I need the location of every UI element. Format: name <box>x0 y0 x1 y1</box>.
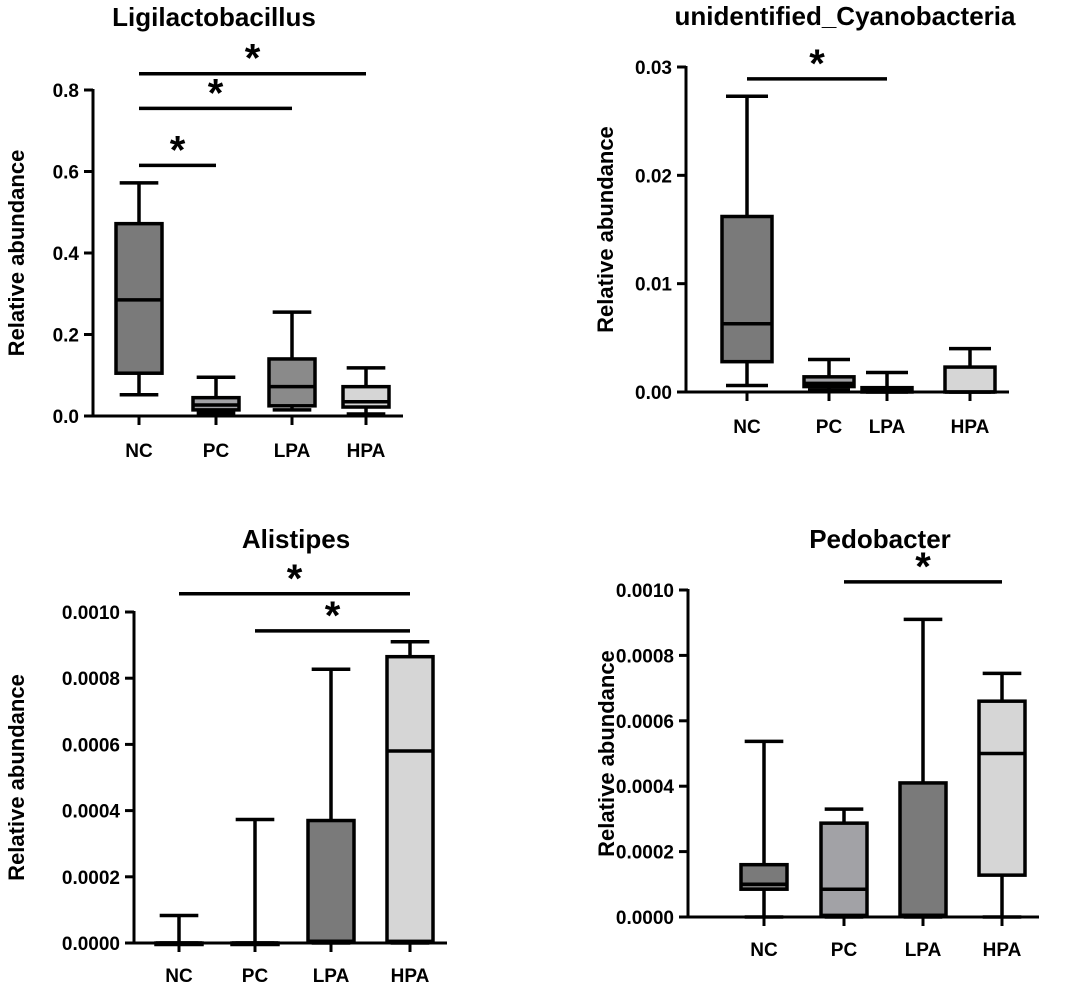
y-tick-label: 0.0 <box>53 407 79 428</box>
y-tick-label: 0.0008 <box>62 669 120 690</box>
y-tick-label: 0.0004 <box>62 802 121 823</box>
box-body <box>977 699 1027 877</box>
significance-star: * <box>287 557 303 601</box>
box-pc <box>230 817 280 947</box>
chart-title: Pedobacter <box>809 524 951 554</box>
x-tick-label: PC <box>203 441 230 462</box>
significance-star: * <box>809 42 825 86</box>
x-tick-label: NC <box>125 441 153 462</box>
y-tick-label: 0.0004 <box>616 777 675 798</box>
box-hpa <box>943 346 997 394</box>
panel-pedobacter: Pedobacter Relative abundance 0.0000 0.0002… <box>594 524 1039 961</box>
y-tick-label: 0.03 <box>635 58 672 79</box>
y-tick-label: 0.8 <box>53 81 79 102</box>
x-tick-label: NC <box>733 417 761 438</box>
y-tick-label: 0.0000 <box>616 908 674 929</box>
y-tick-label: 0.01 <box>635 275 672 296</box>
panel-alistipes: Alistipes Relative abundance 0.0000 0.0002 0… <box>4 524 447 987</box>
panel-unidentified-cyanobacteria: unidentified_Cyanobacteria Relative abund… <box>593 1 1016 438</box>
significance-star: * <box>915 545 931 589</box>
x-tick-label: NC <box>165 966 193 987</box>
y-tick-label: 0.2 <box>53 326 79 347</box>
x-tick-label: LPA <box>869 417 906 438</box>
x-tick-label: LPA <box>313 966 350 987</box>
chart-title: Alistipes <box>242 524 350 554</box>
x-tick-label: NC <box>750 940 778 961</box>
box-hpa <box>385 640 435 945</box>
y-tick-label: 0.0002 <box>616 843 674 864</box>
box-nc <box>720 94 774 388</box>
box-body <box>306 818 356 944</box>
y-axis-label: Relative abundance <box>4 150 29 357</box>
box-nc <box>154 913 204 947</box>
x-tick-label: PC <box>816 417 843 438</box>
box-pc <box>191 375 241 415</box>
box-body <box>385 654 435 944</box>
y-tick-label: 0.0008 <box>616 646 674 667</box>
box-lpa <box>898 617 948 919</box>
box-hpa <box>341 366 391 416</box>
significance-star: * <box>170 128 186 172</box>
x-tick-label: PC <box>831 940 858 961</box>
box-body <box>943 365 997 394</box>
x-tick-label: PC <box>242 966 269 987</box>
box-nc <box>114 181 164 397</box>
box-lpa <box>267 310 317 412</box>
significance-star: * <box>325 594 341 638</box>
y-axis-label: Relative abundance <box>593 126 618 333</box>
y-axis-label: Relative abundance <box>594 650 619 857</box>
y-axis-label: Relative abundance <box>4 674 29 881</box>
y-tick-label: 0.0010 <box>616 581 674 602</box>
box-body <box>720 214 774 364</box>
y-tick-label: 0.0010 <box>62 603 120 624</box>
y-tick-label: 0.0006 <box>616 712 674 733</box>
box-hpa <box>977 671 1027 919</box>
y-tick-label: 0.6 <box>53 163 79 184</box>
box-nc <box>739 739 789 919</box>
y-tick-label: 0.00 <box>635 383 672 404</box>
y-tick-label: 0.0002 <box>62 868 120 889</box>
box-body <box>898 781 948 918</box>
y-tick-label: 0.02 <box>635 166 672 187</box>
y-tick-label: 0.4 <box>53 244 80 265</box>
x-tick-label: HPA <box>951 417 990 438</box>
y-tick-label: 0.0006 <box>62 735 120 756</box>
box-pc <box>819 807 869 919</box>
chart-title: Ligilactobacillus <box>112 2 316 32</box>
box-body <box>341 384 391 409</box>
y-tick-label: 0.0000 <box>62 934 120 955</box>
box-body <box>819 821 869 918</box>
x-tick-label: LPA <box>274 441 311 462</box>
box-lpa <box>306 667 356 945</box>
x-tick-label: HPA <box>347 441 386 462</box>
chart-title: unidentified_Cyanobacteria <box>675 1 1016 31</box>
x-tick-label: HPA <box>983 940 1022 961</box>
box-pc <box>802 357 856 392</box>
panel-ligilactobacillus: Ligilactobacillus Relative abundance 0.0 0.… <box>4 2 403 462</box>
x-tick-label: LPA <box>905 940 942 961</box>
significance-star: * <box>208 71 224 115</box>
box-lpa <box>860 370 914 394</box>
x-tick-label: HPA <box>391 966 430 987</box>
box-body <box>267 357 317 408</box>
significance-star: * <box>245 37 261 81</box>
